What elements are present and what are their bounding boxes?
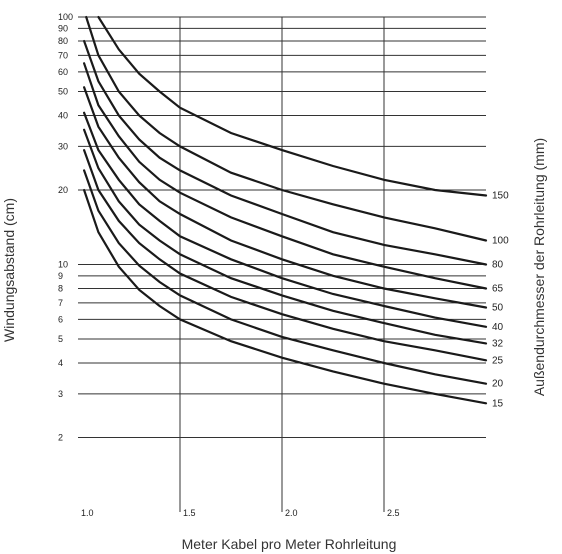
y-tick-label: 5 bbox=[58, 334, 63, 344]
series-label: 25 bbox=[492, 355, 504, 366]
curve-layer bbox=[83, 15, 488, 405]
y-tick-label: 50 bbox=[58, 87, 68, 97]
y-tick-label: 70 bbox=[58, 50, 68, 60]
curve-32 bbox=[83, 128, 488, 345]
y-tick-label: 30 bbox=[58, 141, 68, 151]
y-axis-title: Windungsabstand (cm) bbox=[1, 198, 17, 342]
y-tick-label: 3 bbox=[58, 389, 63, 399]
curve-100 bbox=[85, 15, 488, 242]
y-tick-label: 4 bbox=[58, 358, 63, 368]
curve-65 bbox=[83, 62, 488, 290]
curve-80 bbox=[83, 39, 488, 266]
y-tick-label: 7 bbox=[58, 298, 63, 308]
x-tick-label: 1.5 bbox=[183, 508, 196, 518]
y-tick-label: 100 bbox=[58, 12, 73, 22]
y-tick-label: 90 bbox=[58, 23, 68, 33]
y-tick-label: 8 bbox=[58, 283, 63, 293]
series-label: 40 bbox=[492, 322, 504, 333]
series-label: 32 bbox=[492, 338, 504, 349]
series-label: 65 bbox=[492, 283, 504, 294]
y-tick-label: 10 bbox=[58, 260, 68, 270]
y-tick-label: 20 bbox=[58, 185, 68, 195]
curve-25 bbox=[83, 149, 488, 362]
y-tick-label: 40 bbox=[58, 110, 68, 120]
series-label: 150 bbox=[492, 191, 509, 202]
y-tick-label: 60 bbox=[58, 67, 68, 77]
curve-20 bbox=[83, 169, 488, 385]
series-label: 20 bbox=[492, 379, 504, 390]
curve-40 bbox=[83, 111, 488, 328]
y-tick-label: 80 bbox=[58, 36, 68, 46]
x-axis-title: Meter Kabel pro Meter Rohrleitung bbox=[182, 536, 397, 552]
y-tick-label: 2 bbox=[58, 432, 63, 442]
x-tick-label: 2.5 bbox=[387, 508, 400, 518]
curve-15 bbox=[83, 188, 488, 405]
series-label: 15 bbox=[492, 398, 504, 409]
curve-50 bbox=[83, 86, 488, 309]
series-label: 50 bbox=[492, 303, 504, 314]
y-tick-label: 9 bbox=[58, 271, 63, 281]
series-label: 100 bbox=[492, 236, 509, 247]
y2-axis-title: Außendurchmesser der Rohrleitung (mm) bbox=[531, 138, 547, 396]
x-tick-label: 2.0 bbox=[285, 508, 298, 518]
series-label: 80 bbox=[492, 260, 504, 271]
x-tick-label: 1.0 bbox=[81, 508, 94, 518]
curve-150 bbox=[97, 15, 488, 197]
y-tick-label: 6 bbox=[58, 314, 63, 324]
grid-layer bbox=[78, 16, 486, 512]
